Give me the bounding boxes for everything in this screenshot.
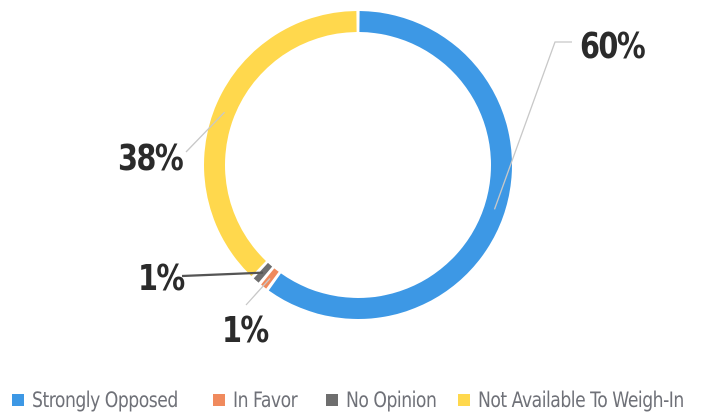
data-label-strongly-opposed: 60% bbox=[580, 25, 645, 67]
legend-label-strongly-opposed: Strongly Opposed bbox=[32, 388, 178, 412]
donut-chart-svg: 60% 1% 1% 38% bbox=[118, 11, 647, 351]
legend-item-strongly-opposed: Strongly Opposed bbox=[12, 385, 210, 415]
legend-label-no-opinion: No Opinion bbox=[346, 388, 437, 412]
legend-swatch-in-favor bbox=[213, 394, 225, 406]
legend: Strongly Opposed In Favor No Opinion Not… bbox=[0, 385, 720, 415]
data-label-in-favor: 1% bbox=[222, 309, 269, 351]
legend-item-not-available: Not Available To Weigh-In bbox=[458, 385, 720, 415]
leader-lines bbox=[181, 41, 572, 306]
legend-item-in-favor: In Favor bbox=[213, 385, 311, 415]
data-label-no-opinion: 1% bbox=[138, 257, 185, 299]
leader-line-no-opinion bbox=[181, 271, 264, 278]
legend-item-no-opinion: No Opinion bbox=[326, 385, 456, 415]
legend-swatch-no-opinion bbox=[326, 394, 338, 406]
slice-strongly-opposed bbox=[268, 11, 512, 319]
data-label-not-available-to-weigh-in: 38% bbox=[118, 137, 183, 179]
leader-line-strongly-opposed bbox=[493, 41, 572, 210]
legend-swatch-not-available bbox=[458, 394, 470, 406]
leader-line-in-favor bbox=[245, 277, 271, 306]
legend-label-not-available: Not Available To Weigh-In bbox=[478, 388, 684, 412]
slice-not-available-to-weigh-in bbox=[204, 11, 357, 277]
data-labels: 60% 1% 1% 38% bbox=[118, 25, 647, 351]
leader-line-not-available-to-weigh-in bbox=[185, 111, 226, 153]
legend-label-in-favor: In Favor bbox=[233, 388, 298, 412]
legend-swatch-strongly-opposed bbox=[12, 394, 24, 406]
